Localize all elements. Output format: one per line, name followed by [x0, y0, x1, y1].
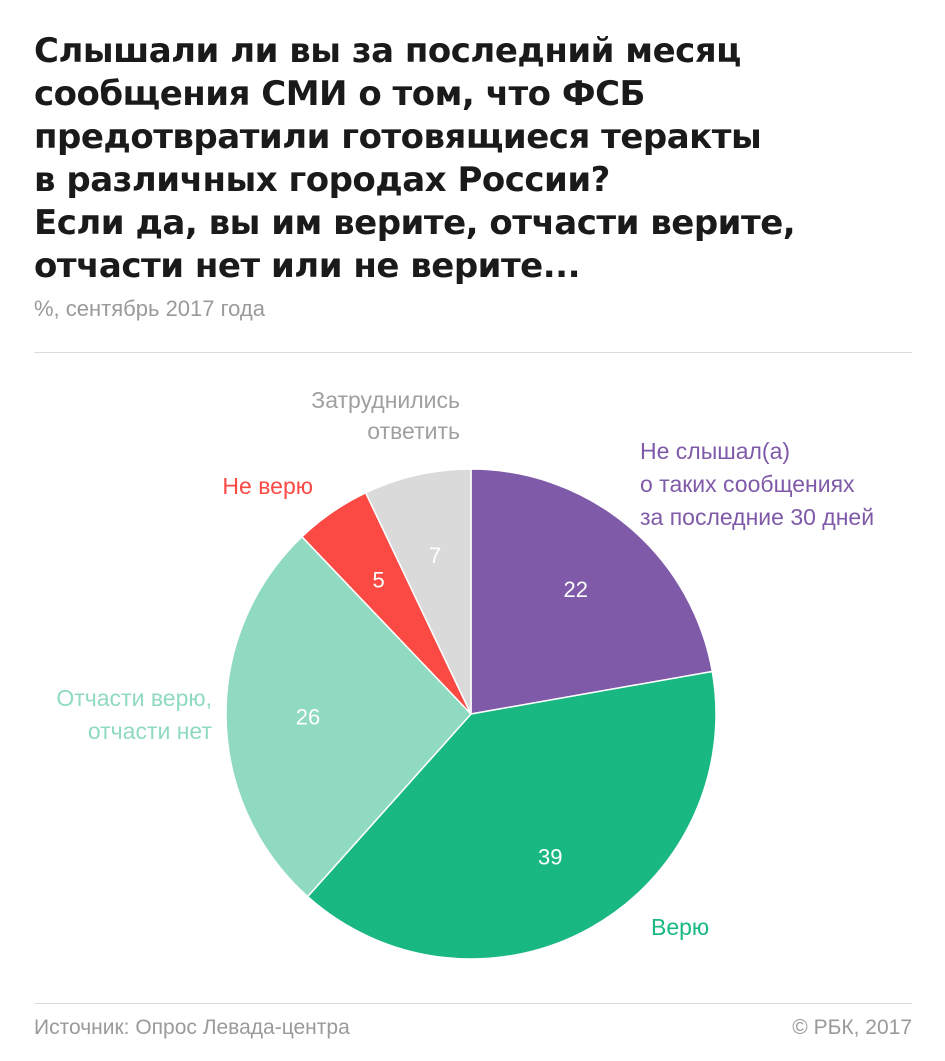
slice-category-label-line: ответить: [367, 418, 460, 444]
slice-value-label: 39: [538, 844, 562, 869]
slice-category-label-line: о таких сообщениях: [640, 471, 855, 497]
copyright-note: © РБК, 2017: [792, 1016, 912, 1039]
slice-category-label: Отчасти верю, отчасти нет: [56, 685, 212, 744]
title-line: сообщения СМИ о том, что ФСБ: [34, 74, 645, 114]
title-line: Слышали ли вы за последний месяц: [34, 31, 741, 71]
slice-category-label: Не слышал(а) о таких сообщениях за последн…: [640, 438, 874, 530]
pie-slice: [470, 468, 714, 715]
pie-slice: [364, 468, 472, 715]
slice-category-label-line: Затруднились: [311, 387, 460, 413]
slice-category-label: Не верю: [222, 473, 313, 499]
title-line: в различных городах России?: [34, 160, 610, 200]
title-line: предотвратили готовящиеся теракты: [34, 117, 762, 157]
source-note: Источник: Опрос Левада-центра: [34, 1016, 350, 1039]
slice-value-label: 22: [564, 577, 588, 602]
pie-slice: [306, 670, 717, 960]
slice-category-label-line: отчасти нет: [88, 718, 213, 744]
top-divider: [34, 352, 912, 353]
chart-title: Слышали ли вы за последний месяц сообщен…: [34, 30, 914, 288]
slice-value-label: 5: [372, 568, 384, 593]
bottom-divider: [34, 1003, 912, 1004]
title-line: отчасти нет или не верите...: [34, 246, 581, 286]
slice-value-label: 7: [429, 543, 441, 568]
title-line: Если да, вы им верите, отчасти верите,: [34, 203, 796, 243]
chart-subtitle: %, сентябрь 2017 года: [34, 296, 265, 321]
pie-slice: [225, 535, 473, 898]
slice-category-label: Затруднились ответить: [311, 387, 460, 444]
slice-value-label: 26: [296, 705, 320, 730]
slice-category-label-line: Не слышал(а): [640, 438, 790, 464]
slice-category-label-line: за последние 30 дней: [640, 504, 874, 530]
slice-category-label: Верю: [651, 914, 709, 940]
slice-category-label-line: Не верю: [222, 473, 313, 499]
slice-category-label-line: Верю: [651, 914, 709, 940]
slice-category-label-line: Отчасти верю,: [56, 685, 212, 711]
